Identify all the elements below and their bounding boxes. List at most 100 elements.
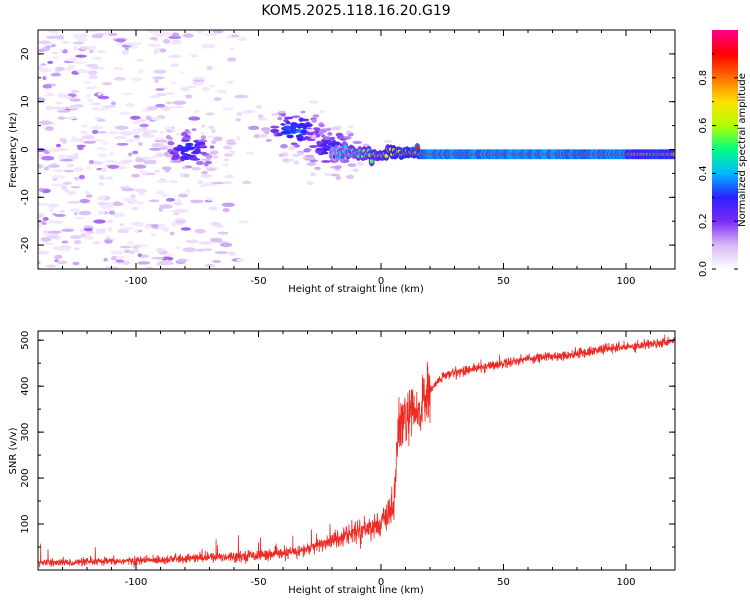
spectrogram-cell (242, 180, 251, 185)
spectrogram-x-label: Height of straight line (km) (288, 284, 424, 295)
spectrogram-y-tick-label: -10 (20, 189, 31, 205)
spectrogram-cell (141, 127, 149, 133)
colorbar-ticks: 0.0 0.2 0.4 0.6 0.8 (698, 53, 738, 277)
spectrogram-cell (312, 114, 320, 118)
spectrogram-cell (159, 146, 169, 150)
spectrogram-cell (43, 150, 50, 155)
spectrogram-cell (116, 142, 129, 146)
spectrogram-cell (130, 45, 139, 49)
spectrogram-cell (264, 129, 270, 135)
spectrogram-cell (176, 198, 181, 202)
spectrogram-cell (242, 109, 256, 114)
spectrogram-cell (306, 156, 315, 161)
spectrogram-cell (205, 112, 215, 116)
spectrogram-cell (155, 93, 167, 97)
spectrogram-cell (38, 97, 46, 103)
spectrogram-cell (58, 148, 69, 151)
spectrogram-cell (86, 230, 95, 235)
spectrogram-cell (283, 125, 292, 130)
spectrogram-cell (121, 132, 132, 136)
spectrogram-cell (72, 261, 80, 266)
spectrogram-cell (87, 99, 93, 102)
spectrogram-cell (206, 167, 217, 172)
spectrogram-cell (275, 132, 284, 137)
spectrogram-cell (61, 185, 68, 190)
spectrogram-cell (103, 31, 111, 37)
spectrogram-cell (356, 161, 365, 166)
spectrogram-cell (105, 176, 114, 181)
spectrogram-cell (102, 105, 117, 108)
spectrogram-cell (96, 162, 102, 165)
spectrogram-cell (38, 247, 41, 251)
spectrogram-cell (347, 125, 354, 129)
spectrogram-cell (100, 204, 113, 210)
spectrogram-cell (169, 231, 175, 236)
spectrogram-cell (61, 240, 69, 244)
spectrogram-cell (280, 112, 286, 117)
spectrogram-cell (172, 211, 180, 216)
spectrogram-cell (71, 139, 76, 143)
spectrogram-cell (284, 116, 294, 120)
spectrogram-cell (214, 251, 228, 254)
spectrogram-cell (131, 120, 141, 125)
spectrogram-cell (53, 30, 59, 35)
spectrogram-cell (179, 172, 185, 178)
colorbar-tick-label: 0.8 (698, 70, 709, 86)
spectrogram-cell (84, 190, 90, 195)
spectrogram-x-tick-label: -100 (125, 276, 148, 287)
spectrogram-cell (161, 256, 174, 261)
spectrogram-cell (257, 114, 264, 118)
spectrogram-cell (235, 135, 241, 141)
spectrogram-cell (174, 219, 187, 224)
spectrogram-cell (301, 137, 307, 141)
spectrogram-cell (107, 227, 113, 232)
spectrogram-cell (130, 115, 141, 120)
spectrogram-cell (64, 116, 78, 120)
spectrogram-cell (133, 135, 141, 138)
spectrogram-cell (236, 111, 243, 117)
spectrogram-cell (200, 135, 207, 140)
spectrogram-cell (319, 110, 324, 114)
spectrogram-cell (335, 132, 344, 137)
spectrogram-cell (162, 227, 170, 232)
spectrogram-cell (139, 123, 149, 128)
spectrogram-cell (67, 105, 79, 110)
spectrogram-cell (145, 115, 152, 121)
spectrogram-cell (318, 128, 328, 133)
spectrogram-cell (52, 213, 57, 216)
spectrogram-cell (90, 102, 102, 106)
spectrogram-cell (123, 197, 137, 203)
spectrogram-cell (39, 120, 52, 125)
spectrogram-cell (207, 135, 216, 139)
spectrogram-cell (171, 156, 178, 161)
spectrogram-cell (198, 241, 213, 245)
spectrogram-cell (308, 145, 318, 148)
spectrogram-cell (69, 64, 75, 69)
spectrogram-cell (156, 179, 170, 184)
colorbar: 0.0 0.2 0.4 0.6 0.8 Normalized spectral ampl… (698, 30, 748, 277)
spectrogram-cell (93, 219, 106, 224)
spectrogram-cell (190, 53, 199, 58)
spectrogram-cell (47, 148, 61, 153)
spectrogram-cell (155, 248, 166, 252)
spectrogram-cell (193, 109, 201, 113)
spectrogram-cell (112, 201, 122, 206)
spectrogram-cell (180, 86, 190, 92)
spectrogram-cell (213, 97, 222, 101)
spectrogram-cell (160, 106, 172, 111)
spectrogram-cell (170, 105, 184, 109)
spectrogram-cell (96, 196, 106, 201)
spectrogram-cell (128, 152, 133, 157)
snr-y-label: SNR (v/v) (8, 427, 19, 474)
spectrogram-cell (72, 33, 83, 39)
spectrogram-cell (130, 194, 136, 199)
spectrogram-cell (224, 174, 234, 179)
spectrogram-cell (52, 51, 59, 55)
snr-axes: -100 -50 0 50 100 100 200 300 400 500 (20, 331, 676, 588)
spectrogram-cell (139, 169, 147, 175)
spectrogram-cell (148, 30, 161, 34)
spectrogram-cell (73, 247, 80, 251)
spectrogram-cell (206, 197, 213, 201)
spectrogram-cell (136, 222, 144, 227)
